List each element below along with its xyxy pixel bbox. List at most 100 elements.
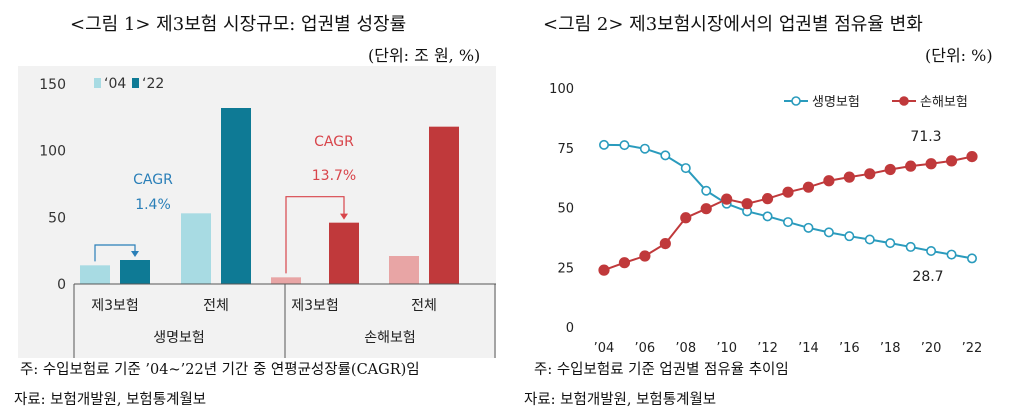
bar-22-2 bbox=[329, 222, 359, 284]
data-point-0 bbox=[905, 241, 916, 252]
data-point-1 bbox=[823, 175, 835, 187]
bar-22-3 bbox=[429, 126, 459, 284]
bar-22-0 bbox=[120, 260, 150, 284]
legend-label: 손해보험 bbox=[920, 95, 968, 110]
data-point-1 bbox=[905, 160, 917, 172]
legend-marker bbox=[791, 96, 801, 106]
data-point-1 bbox=[945, 155, 958, 167]
category-label: 전체 bbox=[411, 298, 437, 314]
category-label: 제3보험 bbox=[91, 298, 139, 314]
legend-swatch-22 bbox=[132, 78, 139, 88]
data-point-0 bbox=[966, 253, 977, 264]
cagr-label: CAGR bbox=[133, 172, 173, 188]
legend-label-22: ‘22 bbox=[142, 76, 164, 92]
data-point-1 bbox=[782, 186, 794, 198]
figure1-unit: (단위: 조 원, %) bbox=[368, 46, 481, 65]
figure2-source: 자료: 보험개발원, 보험통계월보 bbox=[524, 392, 717, 408]
legend-label-04: ‘04 bbox=[104, 76, 126, 92]
figure1-bar-chart: 0 50 100 150 ‘04 ‘22 CAGR 1.4% CAGR 13.7% 제3보험… bbox=[18, 66, 496, 358]
data-point-1 bbox=[721, 193, 733, 205]
data-point-0 bbox=[926, 245, 937, 256]
data-point-1 bbox=[761, 193, 774, 205]
x-tick-label: ’04 bbox=[594, 341, 615, 356]
y-tick-label: 75 bbox=[557, 142, 574, 157]
data-point-0 bbox=[619, 140, 630, 151]
bar-04-1 bbox=[181, 213, 211, 284]
y-tick-label: 0 bbox=[57, 277, 66, 293]
data-point-0 bbox=[680, 163, 691, 174]
x-tick-label: ’12 bbox=[757, 341, 778, 356]
bar-04-3 bbox=[389, 256, 419, 284]
cagr-value: 1.4% bbox=[135, 197, 171, 213]
data-point-1 bbox=[639, 250, 651, 262]
category-label: 제3보험 bbox=[291, 298, 339, 314]
data-point-1 bbox=[680, 212, 692, 224]
figure2-note: 주: 수입보험료 기준 업권별 점유율 추이임 bbox=[534, 362, 789, 378]
data-point-1 bbox=[659, 237, 671, 250]
x-tick-label: ’14 bbox=[798, 341, 819, 356]
y-tick-label: 0 bbox=[566, 321, 574, 336]
figure1-note: 주: 수입보험료 기준 ’04~’22년 기간 중 연평균성장률(CAGR)임 bbox=[20, 362, 420, 378]
y-tick-label: 25 bbox=[557, 261, 574, 276]
data-point-1 bbox=[884, 163, 896, 176]
data-point-0 bbox=[844, 231, 855, 242]
data-point-0 bbox=[639, 143, 650, 154]
data-point-0 bbox=[864, 234, 875, 245]
data-point-1 bbox=[618, 257, 631, 269]
cagr-arrowhead bbox=[131, 251, 139, 257]
cagr-label: CAGR bbox=[314, 134, 354, 150]
data-point-0 bbox=[823, 227, 834, 238]
group-label: 생명보험 bbox=[153, 330, 205, 346]
data-point-1 bbox=[864, 168, 876, 180]
y-tick-label: 100 bbox=[39, 144, 66, 160]
x-tick-label: ’18 bbox=[880, 341, 901, 356]
data-point-0 bbox=[762, 211, 773, 222]
series-line-0 bbox=[603, 143, 973, 260]
end-label-bottom: 28.7 bbox=[912, 269, 943, 285]
cagr-bracket bbox=[285, 196, 345, 274]
x-tick-label: ’06 bbox=[635, 341, 656, 356]
y-tick-label: 50 bbox=[557, 202, 574, 217]
legend-swatch-04 bbox=[94, 78, 101, 88]
data-point-0 bbox=[885, 238, 896, 249]
figure1-source: 자료: 보험개발원, 보험통계월보 bbox=[14, 392, 207, 408]
category-label: 전체 bbox=[203, 298, 229, 314]
data-point-0 bbox=[946, 249, 957, 260]
data-point-1 bbox=[843, 171, 855, 183]
x-tick-label: ’16 bbox=[839, 341, 860, 356]
figure2-unit: (단위: %) bbox=[925, 46, 993, 65]
data-point-1 bbox=[700, 203, 712, 215]
data-point-0 bbox=[803, 222, 814, 233]
data-point-1 bbox=[741, 198, 753, 210]
x-tick-label: ’20 bbox=[921, 341, 942, 356]
cagr-arrowhead bbox=[340, 213, 348, 220]
cagr-value: 13.7% bbox=[312, 168, 356, 184]
data-point-0 bbox=[701, 185, 712, 196]
legend-marker bbox=[899, 96, 909, 106]
bar-22-1 bbox=[221, 108, 251, 284]
x-tick-label: ’22 bbox=[962, 341, 983, 356]
x-tick-label: ’10 bbox=[716, 341, 737, 356]
end-label-top: 71.3 bbox=[910, 129, 941, 145]
bar-04-0 bbox=[80, 265, 110, 284]
data-point-1 bbox=[598, 264, 610, 276]
cagr-bracket bbox=[94, 244, 136, 262]
y-tick-label: 50 bbox=[48, 210, 66, 226]
series-line-1 bbox=[603, 155, 973, 272]
data-point-0 bbox=[598, 139, 609, 150]
legend-label: 생명보험 bbox=[812, 95, 860, 110]
y-tick-label: 150 bbox=[39, 77, 66, 93]
data-point-0 bbox=[783, 217, 794, 228]
figure2-line-chart: 0 25 50 75 100 ’04 ’06 ’08 ’10 ’12 ’14 ’16 ’18 ’20 ’22… bbox=[549, 82, 983, 356]
chart-background bbox=[18, 66, 496, 358]
data-point-0 bbox=[660, 150, 671, 161]
group-label: 손해보험 bbox=[364, 330, 416, 346]
y-tick-label: 100 bbox=[549, 82, 574, 97]
data-point-1 bbox=[802, 181, 815, 193]
data-point-1 bbox=[925, 158, 937, 170]
bar-04-2 bbox=[271, 277, 301, 284]
x-tick-label: ’08 bbox=[675, 341, 696, 356]
data-point-1 bbox=[966, 150, 978, 163]
figure2-title: <그림 2> 제3보험시장에서의 업권별 점유율 변화 bbox=[543, 14, 923, 35]
figure1-title: <그림 1> 제3보험 시장규모: 업권별 성장률 bbox=[70, 14, 407, 35]
